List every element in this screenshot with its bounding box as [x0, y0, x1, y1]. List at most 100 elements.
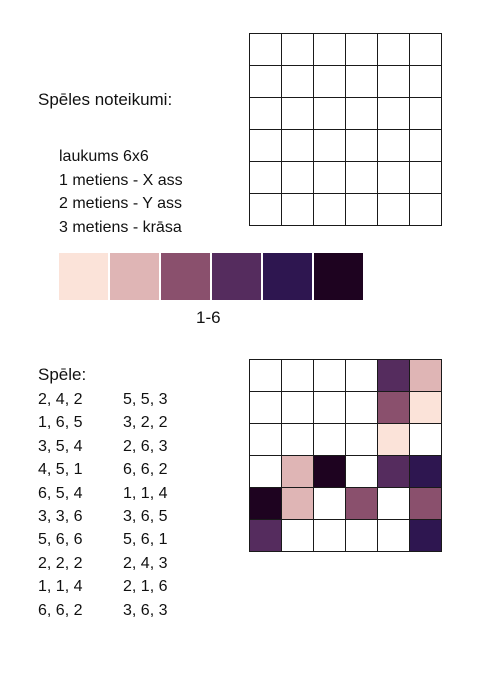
empty-cell-r4-c5: [378, 130, 409, 161]
move-entry: 3, 3, 6: [38, 508, 83, 526]
board-cell-r4-c2: [282, 456, 313, 487]
move-entry: 3, 5, 4: [38, 437, 83, 455]
color-palette: [59, 253, 363, 300]
empty-cell-r4-c4: [346, 130, 377, 161]
board-cell-r2-c6: [410, 392, 441, 423]
board-cell-r2-c3: [314, 392, 345, 423]
palette-scale-label: 1-6: [196, 308, 221, 327]
empty-cell-r2-c2: [282, 66, 313, 97]
empty-cell-r1-c3: [314, 34, 345, 65]
empty-cell-r1-c4: [346, 34, 377, 65]
move-entry: 6, 6, 2: [38, 601, 83, 619]
empty-cell-r1-c5: [378, 34, 409, 65]
game-title: Spēle:: [38, 365, 87, 384]
color-swatch-4: [212, 253, 261, 300]
board-cell-r2-c4: [346, 392, 377, 423]
move-entry: 2, 1, 6: [123, 578, 168, 596]
move-entry: 2, 4, 2: [38, 391, 83, 408]
move-entry: 2, 6, 3: [123, 437, 168, 455]
empty-cell-r2-c1: [250, 66, 281, 97]
empty-cell-r6-c3: [314, 194, 345, 225]
empty-cell-r5-c4: [346, 162, 377, 193]
game-board-grid: [249, 359, 442, 552]
rule-line: laukums 6x6: [59, 148, 149, 165]
move-entry: 3, 6, 5: [123, 508, 168, 526]
move-entry: 5, 6, 1: [123, 531, 168, 549]
move-entry: 6, 6, 2: [123, 461, 168, 479]
empty-cell-r2-c6: [410, 66, 441, 97]
board-cell-r6-c3: [314, 520, 345, 551]
board-cell-r5-c6: [410, 488, 441, 519]
board-cell-r5-c3: [314, 488, 345, 519]
rules-list: laukums 6x6 1 metiens - X ass 2 metiens - …: [59, 145, 183, 239]
board-cell-r1-c1: [250, 360, 281, 391]
empty-board-grid: [249, 33, 442, 226]
empty-cell-r3-c1: [250, 98, 281, 129]
board-cell-r5-c1: [250, 488, 281, 519]
move-entry: 1, 1, 4: [38, 578, 83, 596]
board-cell-r4-c5: [378, 456, 409, 487]
empty-cell-r5-c3: [314, 162, 345, 193]
move-entry: 1, 6, 5: [38, 414, 83, 432]
board-cell-r5-c5: [378, 488, 409, 519]
empty-cell-r6-c6: [410, 194, 441, 225]
color-swatch-2: [110, 253, 159, 300]
move-entry: 1, 1, 4: [123, 484, 168, 502]
empty-cell-r3-c5: [378, 98, 409, 129]
board-cell-r1-c2: [282, 360, 313, 391]
empty-cell-r6-c4: [346, 194, 377, 225]
board-cell-r1-c6: [410, 360, 441, 391]
empty-cell-r3-c3: [314, 98, 345, 129]
board-cell-r1-c5: [378, 360, 409, 391]
move-entry: 5, 6, 6: [38, 531, 83, 549]
color-swatch-6: [314, 253, 363, 300]
empty-cell-r6-c5: [378, 194, 409, 225]
empty-cell-r3-c2: [282, 98, 313, 129]
board-cell-r1-c3: [314, 360, 345, 391]
move-entry: 5, 5, 3: [123, 391, 168, 408]
color-swatch-3: [161, 253, 210, 300]
move-entry: 3, 6, 3: [123, 601, 168, 619]
board-cell-r6-c6: [410, 520, 441, 551]
empty-cell-r1-c1: [250, 34, 281, 65]
board-cell-r3-c5: [378, 424, 409, 455]
empty-cell-r6-c2: [282, 194, 313, 225]
move-entry: 6, 5, 4: [38, 484, 83, 502]
board-cell-r2-c5: [378, 392, 409, 423]
board-cell-r2-c2: [282, 392, 313, 423]
board-cell-r4-c1: [250, 456, 281, 487]
rule-line: 3 metiens - krāsa: [59, 218, 182, 236]
empty-cell-r1-c6: [410, 34, 441, 65]
move-entry: 3, 2, 2: [123, 414, 168, 432]
move-entry: 2, 4, 3: [123, 554, 168, 572]
move-entry: 2, 2, 2: [38, 554, 83, 572]
empty-cell-r4-c6: [410, 130, 441, 161]
empty-cell-r5-c2: [282, 162, 313, 193]
empty-cell-r5-c1: [250, 162, 281, 193]
moves-column-1: 2, 4, 2 1, 6, 5 3, 5, 4 4, 5, 1 6, 5, 4 3, 3,…: [38, 388, 82, 622]
board-cell-r6-c1: [250, 520, 281, 551]
empty-cell-r5-c5: [378, 162, 409, 193]
board-cell-r3-c4: [346, 424, 377, 455]
empty-cell-r4-c2: [282, 130, 313, 161]
empty-cell-r4-c3: [314, 130, 345, 161]
rule-line: 1 metiens - X ass: [59, 171, 183, 189]
empty-cell-r6-c1: [250, 194, 281, 225]
board-cell-r5-c4: [346, 488, 377, 519]
empty-cell-r5-c6: [410, 162, 441, 193]
board-cell-r6-c4: [346, 520, 377, 551]
board-cell-r6-c2: [282, 520, 313, 551]
board-cell-r4-c3: [314, 456, 345, 487]
empty-cell-r3-c4: [346, 98, 377, 129]
empty-cell-r1-c2: [282, 34, 313, 65]
board-cell-r4-c6: [410, 456, 441, 487]
board-cell-r3-c1: [250, 424, 281, 455]
board-cell-r5-c2: [282, 488, 313, 519]
empty-cell-r4-c1: [250, 130, 281, 161]
color-swatch-1: [59, 253, 108, 300]
empty-cell-r2-c4: [346, 66, 377, 97]
empty-cell-r2-c3: [314, 66, 345, 97]
board-cell-r3-c6: [410, 424, 441, 455]
board-cell-r3-c3: [314, 424, 345, 455]
empty-cell-r3-c6: [410, 98, 441, 129]
